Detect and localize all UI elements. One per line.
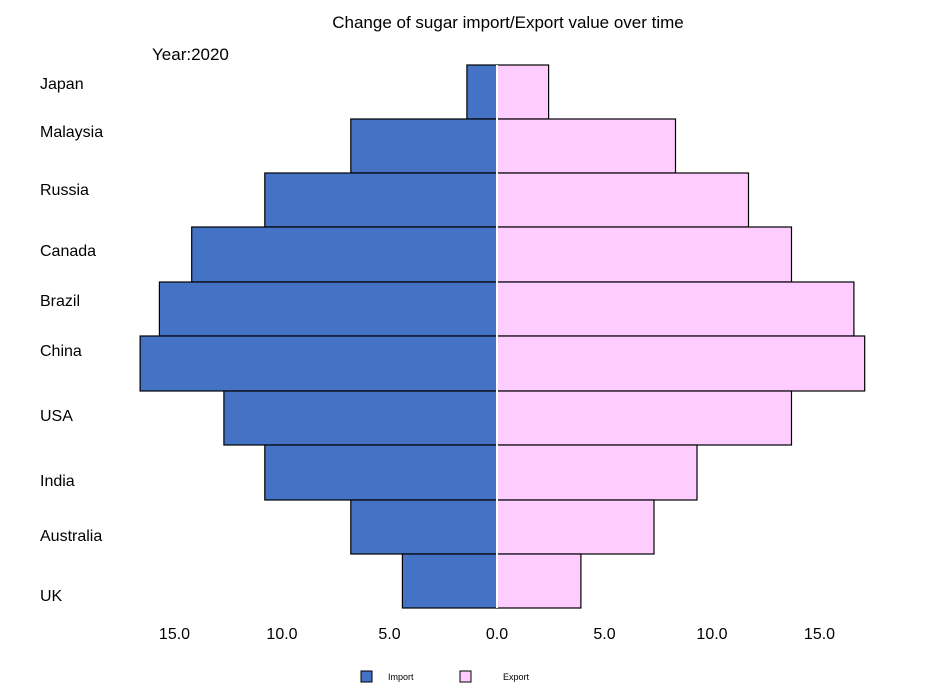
- import-bar-japan: [466, 64, 498, 120]
- category-label-brazil: Brazil: [40, 293, 80, 310]
- import-bar-india: [264, 444, 498, 501]
- chart-title: Change of sugar import/Export value over…: [332, 13, 684, 32]
- category-label-uk: UK: [40, 588, 63, 605]
- category-label-australia: Australia: [40, 528, 102, 545]
- category-label-japan: Japan: [40, 76, 84, 93]
- category-label-russia: Russia: [40, 182, 89, 199]
- year-annotation: Year:2020: [152, 45, 229, 64]
- import-bar-russia: [264, 172, 498, 228]
- category-label-canada: Canada: [40, 243, 96, 260]
- import-bar-china: [139, 335, 498, 392]
- legend-label-export: Export: [503, 672, 530, 682]
- export-bar-china: [496, 335, 866, 392]
- x-tick-label: 5.0: [593, 626, 615, 643]
- import-bar-usa: [223, 390, 498, 446]
- import-bar-uk: [401, 553, 498, 609]
- export-bar-brazil: [496, 281, 855, 337]
- bars-group: [139, 64, 866, 609]
- x-tick-label: 0.0: [486, 626, 508, 643]
- legend-swatch-import: [360, 670, 373, 683]
- legend: Import Export: [360, 670, 530, 683]
- export-bar-india: [496, 444, 698, 501]
- import-bar-brazil: [158, 281, 498, 337]
- x-axis-tick-labels: 15.0 10.0 5.0 0.0 5.0 10.0 15.0: [159, 626, 835, 643]
- export-bar-usa: [496, 390, 793, 446]
- category-labels: Japan Malaysia Russia Canada Brazil China USA I…: [40, 76, 103, 605]
- x-tick-label: 5.0: [378, 626, 400, 643]
- export-bar-russia: [496, 172, 750, 228]
- legend-swatch-export: [459, 670, 472, 683]
- x-tick-label: 15.0: [804, 626, 835, 643]
- export-bar-japan: [496, 64, 550, 120]
- x-tick-label: 10.0: [696, 626, 727, 643]
- x-tick-label: 15.0: [159, 626, 190, 643]
- legend-label-import: Import: [388, 672, 414, 682]
- category-label-usa: USA: [40, 408, 73, 425]
- category-label-malaysia: Malaysia: [40, 124, 103, 141]
- import-bar-malaysia: [350, 118, 498, 174]
- export-bar-uk: [496, 553, 582, 609]
- export-bar-canada: [496, 226, 793, 283]
- export-bar-malaysia: [496, 118, 677, 174]
- category-label-india: India: [40, 473, 75, 490]
- category-label-china: China: [40, 343, 82, 360]
- import-bar-canada: [191, 226, 498, 283]
- export-bar-australia: [496, 499, 655, 555]
- x-tick-label: 10.0: [266, 626, 297, 643]
- import-bar-australia: [350, 499, 498, 555]
